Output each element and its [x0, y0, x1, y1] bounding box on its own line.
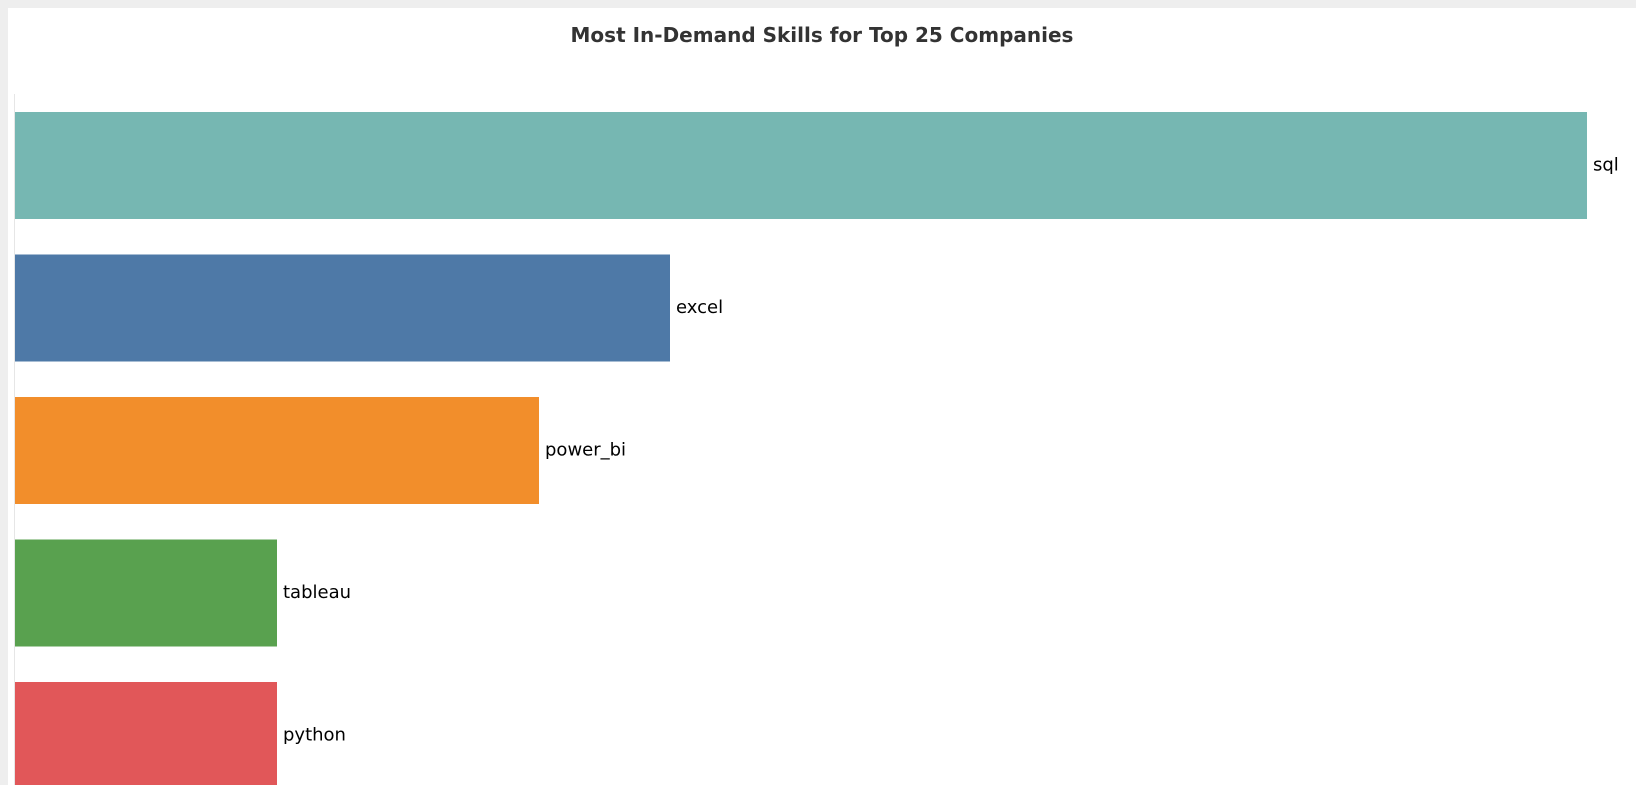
bar-sql[interactable]	[15, 112, 1587, 219]
bar-label-sql: sql	[1593, 155, 1619, 176]
bar-label-python: python	[283, 725, 346, 746]
bar-power_bi[interactable]	[15, 397, 539, 504]
chart-title: Most In-Demand Skills for Top 25 Compani…	[570, 23, 1074, 47]
bar-excel[interactable]	[15, 254, 670, 362]
bar-label-tableau: tableau	[283, 582, 351, 603]
viz-panel: Most In-Demand Skills for Top 25 Compani…	[8, 8, 1636, 785]
bar-label-excel: excel	[676, 297, 723, 318]
bar-tableau[interactable]	[15, 539, 277, 647]
bar-python[interactable]	[15, 682, 277, 785]
bar-label-power_bi: power_bi	[545, 440, 626, 461]
